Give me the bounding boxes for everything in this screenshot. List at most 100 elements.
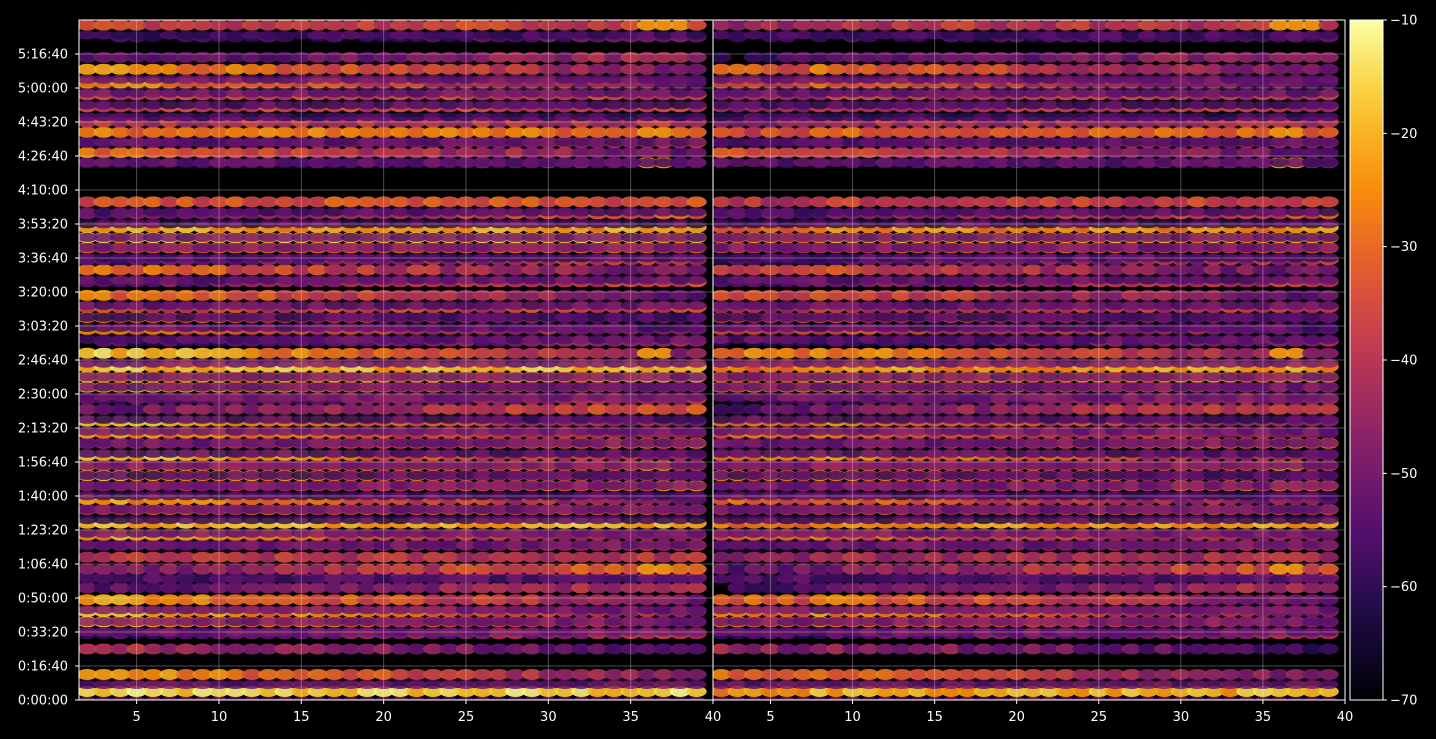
heatmap-cell <box>538 627 559 637</box>
heatmap-cell <box>340 680 361 689</box>
heatmap-cell <box>571 669 592 680</box>
heatmap-cell <box>159 30 180 40</box>
heatmap-cell <box>357 617 378 627</box>
heatmap-cell <box>93 289 114 301</box>
heatmap-cell <box>142 563 164 575</box>
heatmap-cell <box>653 563 674 575</box>
heatmap-cell <box>208 30 230 40</box>
heatmap-cell <box>571 481 592 491</box>
heatmap-cell <box>653 382 674 392</box>
heatmap-cell <box>505 686 526 697</box>
heatmap-cell <box>455 551 477 563</box>
heatmap-cell <box>406 643 427 655</box>
heatmap-cell <box>521 643 543 655</box>
heatmap-cell <box>373 334 394 344</box>
heatmap-cell <box>472 275 493 285</box>
heatmap-cell <box>422 515 444 525</box>
heatmap-cell <box>241 358 263 368</box>
heatmap-cell <box>126 358 147 368</box>
heatmap-cell <box>669 334 691 344</box>
heatmap-cell <box>357 100 378 110</box>
heatmap-cell <box>653 312 674 322</box>
heatmap-cell <box>324 643 345 655</box>
heatmap-cell <box>291 669 312 680</box>
heatmap-cell <box>258 594 279 606</box>
heatmap-cell <box>274 515 295 525</box>
heatmap-cell <box>110 643 131 655</box>
heatmap-cell <box>389 253 411 263</box>
heatmap-cell <box>455 460 477 470</box>
heatmap-cell <box>554 207 575 217</box>
heatmap-cell <box>389 382 411 392</box>
heatmap-cell <box>604 617 625 627</box>
heatmap-cell <box>521 253 543 263</box>
heatmap-cell <box>538 347 559 359</box>
heatmap-cell <box>472 392 493 402</box>
heatmap-cell <box>291 232 312 242</box>
heatmap-cell <box>604 372 625 382</box>
heatmap-cell <box>79 669 98 680</box>
heatmap-cell <box>571 491 592 501</box>
heatmap-cell <box>472 112 493 122</box>
heatmap-cell <box>241 528 263 538</box>
heatmap-cell <box>406 697 427 700</box>
heatmap-cell <box>554 323 575 332</box>
heatmap-cell <box>604 382 625 392</box>
heatmap-cell <box>357 392 378 402</box>
heatmap-cell <box>159 147 180 159</box>
heatmap-cell <box>422 605 444 615</box>
heatmap-cell <box>636 158 658 168</box>
heatmap-cell <box>669 20 691 31</box>
heatmap-cell <box>373 491 394 501</box>
heatmap-cell <box>488 137 510 147</box>
heatmap-cell <box>241 63 263 75</box>
heatmap-cell <box>422 323 444 332</box>
heatmap-cell <box>340 528 361 538</box>
heatmap-cell <box>142 605 164 615</box>
heatmap-cell <box>357 147 378 159</box>
heatmap-cell <box>274 51 295 63</box>
heatmap-cell <box>587 312 608 322</box>
heatmap-cell <box>79 323 98 332</box>
heatmap-cell <box>110 686 131 697</box>
heatmap-cell <box>422 491 444 501</box>
heatmap-cell <box>389 470 411 480</box>
heatmap-cell <box>571 448 592 458</box>
heatmap-cell <box>142 158 164 168</box>
heatmap-cell <box>208 275 230 285</box>
heatmap-cell <box>357 643 378 655</box>
heatmap-cell <box>620 669 641 680</box>
heatmap-cell <box>521 515 543 525</box>
heatmap-cell <box>620 470 641 480</box>
heatmap-cell <box>793 669 814 680</box>
heatmap-cell <box>340 126 361 138</box>
heatmap-cell <box>620 51 641 63</box>
heatmap-cell <box>340 347 361 359</box>
heatmap-cell <box>258 323 279 332</box>
heatmap-cell <box>422 528 444 538</box>
heatmap-cell <box>604 540 625 550</box>
heatmap-cell <box>274 112 295 122</box>
heatmap-cell <box>472 312 493 322</box>
heatmap-cell <box>274 300 295 310</box>
heatmap-cell <box>521 582 543 594</box>
heatmap-cell <box>192 20 213 31</box>
heatmap-cell <box>241 470 263 480</box>
heatmap-cell <box>142 643 164 655</box>
heatmap-cell <box>324 515 345 525</box>
heatmap-cell <box>455 147 477 159</box>
heatmap-cell <box>422 88 444 98</box>
heatmap-cell <box>760 669 781 680</box>
heatmap-cell <box>324 491 345 501</box>
heatmap-cell <box>488 627 510 637</box>
heatmap-cell <box>439 323 460 332</box>
heatmap-cell <box>126 126 147 138</box>
heatmap-cell <box>686 334 707 344</box>
heatmap-cell <box>93 137 114 147</box>
heatmap-cell <box>126 334 147 344</box>
heatmap-cell <box>258 289 279 301</box>
heatmap-cell <box>357 697 377 700</box>
heatmap-cell <box>521 414 543 424</box>
heatmap-cell <box>571 470 592 480</box>
heatmap-cell <box>175 275 197 285</box>
